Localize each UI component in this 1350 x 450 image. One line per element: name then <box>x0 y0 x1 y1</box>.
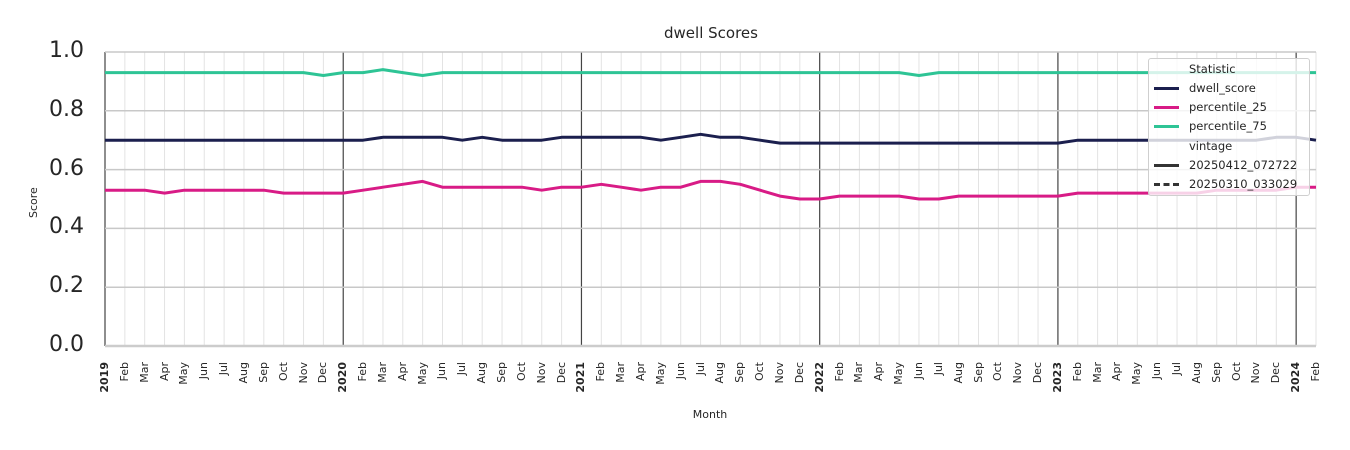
x-tick-label: Jun <box>1150 362 1164 380</box>
x-tick-label: Jul <box>217 362 231 376</box>
legend-entry-vintage-1: 20250412_072722 <box>1149 157 1297 173</box>
x-tick-label: Dec <box>792 362 806 384</box>
legend-swatch <box>1154 105 1179 109</box>
legend-label: dwell_score <box>1189 81 1256 95</box>
x-tick-label: Jun <box>197 362 211 380</box>
x-tick-label: Nov <box>296 362 310 384</box>
x-tick-label: Jul <box>455 362 469 376</box>
legend-swatch <box>1154 182 1179 186</box>
legend-entry-percentile-25: percentile_25 <box>1149 99 1267 115</box>
x-tick-label: Oct <box>991 362 1005 382</box>
x-tick-label: Feb <box>117 362 131 382</box>
x-tick-label: Aug <box>475 362 489 384</box>
x-tick-label: May <box>415 362 429 385</box>
legend-label: percentile_25 <box>1189 100 1267 114</box>
series-line-percentile-25 <box>105 179 1316 201</box>
x-tick-label: Sep <box>1209 362 1223 383</box>
x-tick-label: Oct <box>753 362 767 382</box>
legend-swatch <box>1154 163 1179 167</box>
x-tick-label: 2023 <box>1050 362 1064 393</box>
x-tick-label: Dec <box>554 362 568 384</box>
y-tick-label: 0.2 <box>49 273 84 299</box>
chart-legend: Statistic dwell_score percentile_25 perc… <box>1148 58 1310 196</box>
x-tick-label: Apr <box>634 362 648 382</box>
series-line-dwell-score <box>105 132 1317 145</box>
x-tick-label: Apr <box>1110 362 1124 382</box>
x-tick-label: Nov <box>772 362 786 384</box>
x-tick-label: Dec <box>316 362 330 384</box>
x-tick-label: Jun <box>435 362 449 380</box>
x-tick-label: Jun <box>911 362 925 380</box>
x-tick-label: Mar <box>137 362 151 383</box>
x-tick-label: Nov <box>534 362 548 384</box>
x-tick-label: Jul <box>1170 362 1184 376</box>
x-tick-label: Dec <box>1031 362 1045 384</box>
legend-label: 20250310_033029 <box>1189 177 1298 191</box>
legend-label: percentile_75 <box>1189 119 1267 133</box>
legend-entry-vintage-2: 20250310_033029 <box>1149 176 1297 192</box>
chart-grid <box>104 51 1317 348</box>
x-tick-label: May <box>177 362 191 385</box>
x-tick-label: Sep <box>733 362 747 383</box>
series-line-percentile-75 <box>105 68 1316 77</box>
x-tick-label: 2020 <box>336 362 350 393</box>
x-tick-label: Jul <box>693 362 707 376</box>
y-tick-label: 0.4 <box>49 214 84 240</box>
x-tick-label: Oct <box>276 362 290 382</box>
legend-swatch <box>1154 86 1179 90</box>
x-tick-label: Apr <box>395 362 409 382</box>
x-tick-label: Sep <box>971 362 985 383</box>
x-tick-label: Jun <box>673 362 687 380</box>
x-tick-label: May <box>1130 362 1144 385</box>
x-tick-label: Oct <box>1229 362 1243 382</box>
x-tick-label: Mar <box>375 362 389 383</box>
x-tick-label: Sep <box>256 362 270 383</box>
x-tick-label: Apr <box>157 362 171 382</box>
legend-entry-dwell-score: dwell_score <box>1149 80 1256 96</box>
y-tick-label: 0.6 <box>49 155 84 181</box>
x-tick-label: Feb <box>832 362 846 382</box>
y-axis-label: Score <box>27 187 40 218</box>
x-tick-label: Jul <box>931 362 945 376</box>
x-tick-label: 2021 <box>574 362 588 393</box>
x-tick-label: Feb <box>1309 362 1322 382</box>
x-tick-label: Mar <box>1090 362 1104 383</box>
x-tick-label: Aug <box>713 362 727 384</box>
chart-title: dwell Scores <box>664 24 758 42</box>
x-tick-label: May <box>892 362 906 385</box>
x-tick-label: 2019 <box>98 362 111 393</box>
x-tick-label: Aug <box>236 362 250 384</box>
x-tick-label: Sep <box>495 362 509 383</box>
chart-lines <box>105 68 1317 201</box>
legend-group-title-statistic: Statistic <box>1189 62 1236 76</box>
legend-label: 20250412_072722 <box>1189 158 1298 172</box>
y-tick-label: 1.0 <box>49 38 84 63</box>
legend-group-title-vintage: vintage <box>1189 139 1233 153</box>
x-tick-label: Nov <box>1249 362 1263 384</box>
x-tick-label: May <box>653 362 667 385</box>
x-tick-label: Aug <box>951 362 965 384</box>
y-tick-label: 0.0 <box>49 332 84 357</box>
x-tick-label: 2024 <box>1289 362 1303 393</box>
y-tick-label: 0.8 <box>49 96 84 122</box>
x-tick-label: Feb <box>356 362 370 382</box>
x-tick-label: Mar <box>614 362 628 383</box>
legend-entry-percentile-75: percentile_75 <box>1149 118 1267 134</box>
legend-swatch <box>1154 124 1179 128</box>
x-tick-label: Feb <box>594 362 608 382</box>
x-tick-label: Feb <box>1070 362 1084 382</box>
x-tick-label: 2022 <box>812 362 826 393</box>
x-tick-label: Oct <box>514 362 528 382</box>
x-tick-label: Dec <box>1269 362 1283 384</box>
x-tick-label: Mar <box>852 362 866 383</box>
x-tick-label: Nov <box>1011 362 1025 384</box>
x-tick-label: Apr <box>872 362 886 382</box>
x-axis-label: Month <box>692 408 728 421</box>
x-tick-label: Aug <box>1189 362 1203 384</box>
